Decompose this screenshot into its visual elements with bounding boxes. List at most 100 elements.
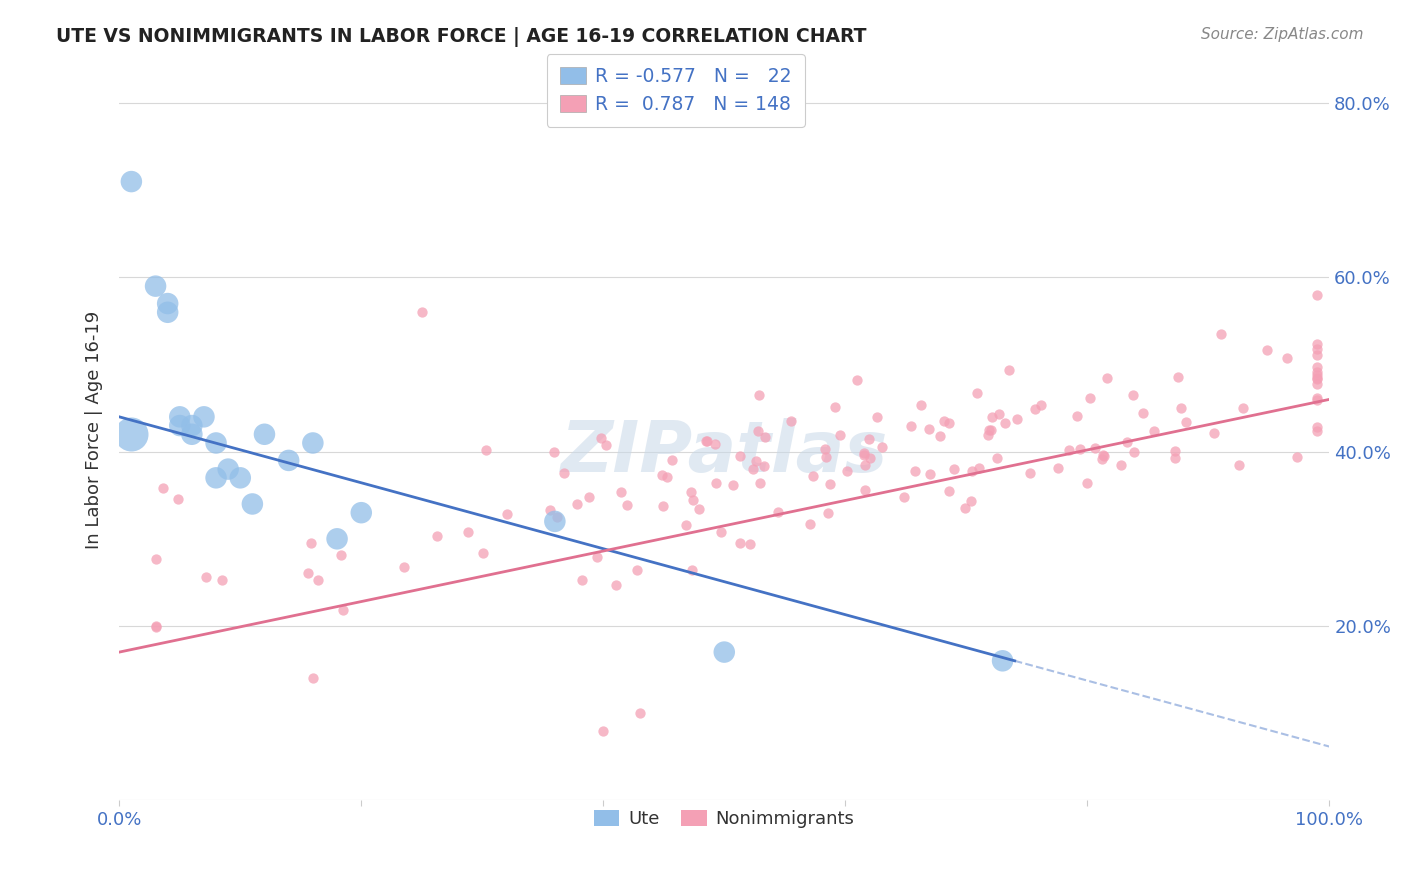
Text: Source: ZipAtlas.com: Source: ZipAtlas.com (1201, 27, 1364, 42)
Point (169, 418, 191, 433)
Point (1285, 450, 1308, 464)
Point (1083, 441, 1105, 455)
Point (120, 175, 142, 189)
Point (1163, 450, 1185, 465)
Point (1031, 398, 1053, 412)
Point (332, 603, 354, 617)
Point (1306, 288, 1329, 302)
Point (920, 467, 942, 482)
Point (1115, 435, 1137, 450)
Point (853, 446, 876, 460)
Point (626, 564, 648, 578)
Point (818, 477, 841, 491)
Point (846, 373, 869, 387)
Point (704, 476, 727, 491)
Point (728, 535, 751, 549)
Point (589, 431, 612, 445)
Point (167, 492, 190, 507)
Point (688, 502, 710, 516)
Point (565, 497, 588, 511)
Point (120, 427, 142, 442)
Point (628, 706, 651, 720)
Point (1170, 401, 1192, 416)
Point (585, 550, 607, 565)
Point (938, 483, 960, 498)
Point (1069, 442, 1091, 456)
Point (1092, 449, 1115, 463)
Point (1095, 370, 1118, 384)
Point (960, 464, 983, 478)
Point (893, 490, 915, 504)
Y-axis label: In Labor Force | Age 16-19: In Labor Force | Age 16-19 (86, 310, 103, 549)
Text: UTE VS NONIMMIGRANTS IN LABOR FORCE | AGE 16-19 CORRELATION CHART: UTE VS NONIMMIGRANTS IN LABOR FORCE | AG… (56, 27, 866, 46)
Point (595, 437, 617, 451)
Point (1209, 326, 1232, 341)
Point (145, 551, 167, 566)
Point (998, 363, 1021, 377)
Point (195, 570, 218, 584)
Point (610, 485, 633, 500)
Point (768, 505, 790, 519)
Point (616, 498, 638, 512)
Point (592, 723, 614, 738)
Point (392, 560, 415, 574)
Point (426, 529, 449, 543)
Point (1057, 442, 1080, 457)
Point (721, 478, 744, 492)
Point (1306, 391, 1329, 405)
Point (837, 464, 859, 478)
Point (994, 416, 1017, 430)
Point (229, 471, 252, 485)
Point (193, 409, 215, 424)
Point (496, 507, 519, 521)
Point (1066, 409, 1088, 423)
Point (457, 524, 479, 539)
Point (205, 436, 228, 450)
Point (1091, 448, 1114, 462)
Point (180, 427, 202, 442)
Point (1306, 420, 1329, 434)
Point (1174, 415, 1197, 429)
Point (546, 510, 568, 524)
Point (1232, 401, 1254, 416)
Point (817, 506, 839, 520)
Point (145, 620, 167, 634)
Legend: Ute, Nonimmigrants: Ute, Nonimmigrants (586, 803, 862, 836)
Point (605, 578, 627, 592)
Point (1306, 425, 1329, 439)
Point (1306, 371, 1329, 385)
Point (713, 645, 735, 659)
Point (302, 671, 325, 685)
Point (217, 462, 239, 476)
Point (682, 493, 704, 508)
Point (799, 516, 821, 531)
Point (651, 467, 673, 482)
Point (1091, 452, 1114, 467)
Point (910, 398, 932, 412)
Point (180, 418, 202, 433)
Point (980, 423, 1002, 437)
Point (544, 515, 567, 529)
Point (695, 434, 717, 448)
Point (329, 548, 352, 562)
Point (703, 437, 725, 451)
Point (169, 409, 191, 424)
Point (742, 462, 765, 476)
Point (1306, 376, 1329, 391)
Point (866, 410, 889, 425)
Point (1164, 444, 1187, 458)
Point (299, 536, 322, 550)
Point (277, 453, 299, 467)
Point (1018, 467, 1040, 481)
Point (1306, 348, 1329, 362)
Point (1256, 343, 1278, 358)
Point (1306, 336, 1329, 351)
Point (938, 417, 960, 431)
Point (675, 518, 697, 533)
Point (538, 503, 561, 517)
Point (934, 414, 956, 428)
Point (682, 563, 704, 577)
Text: ZIPatlas: ZIPatlas (561, 417, 889, 487)
Point (1132, 406, 1154, 420)
Point (754, 459, 776, 474)
